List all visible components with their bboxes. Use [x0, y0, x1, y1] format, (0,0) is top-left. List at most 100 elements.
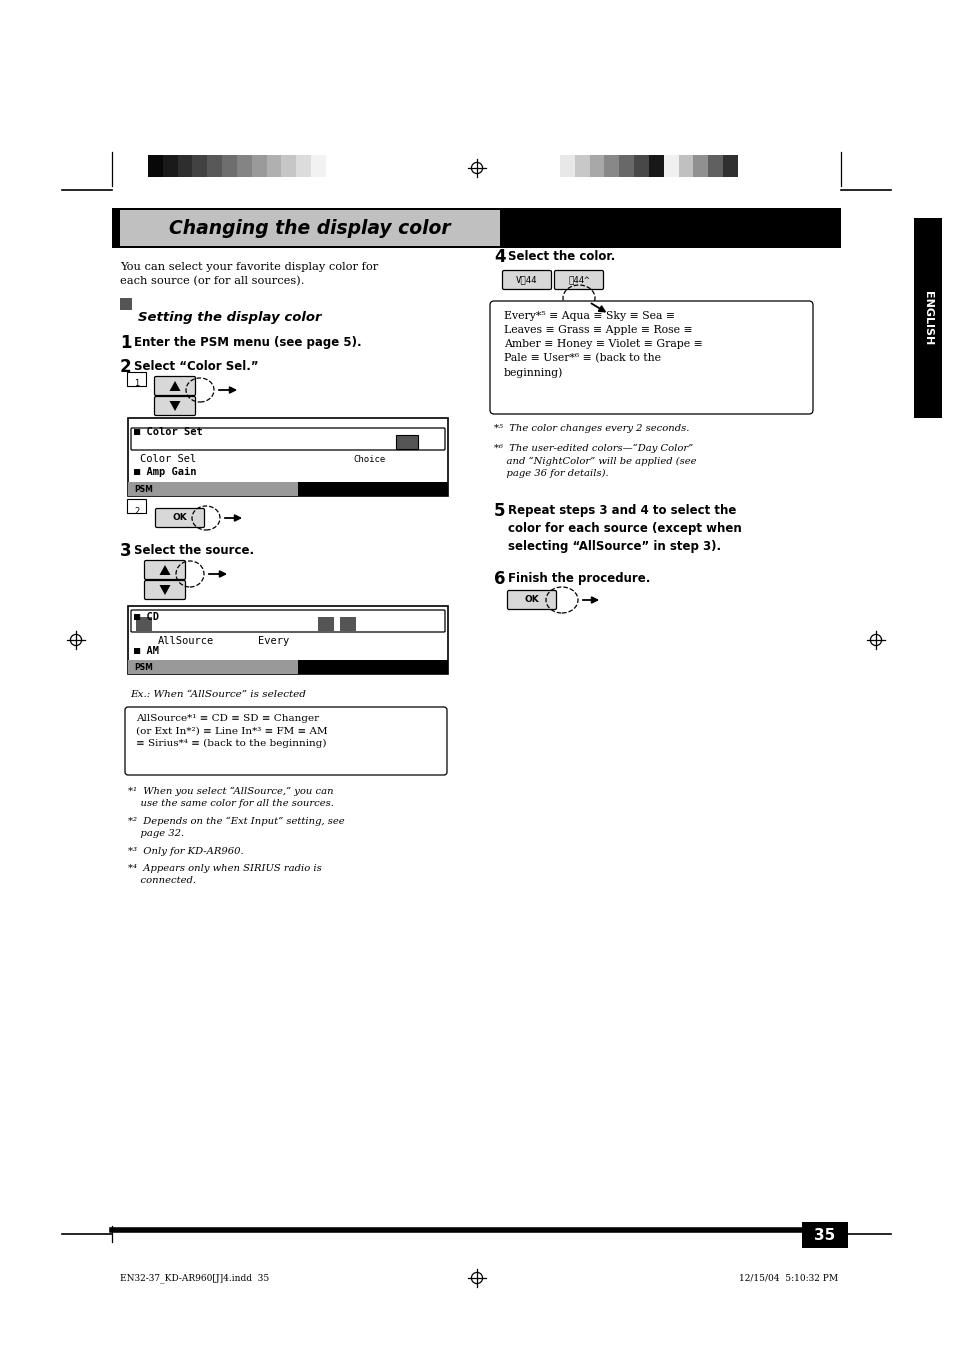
Text: Color Sel: Color Sel: [140, 454, 196, 463]
FancyBboxPatch shape: [502, 270, 551, 289]
Bar: [207, 155, 222, 177]
Polygon shape: [170, 401, 180, 411]
Text: 1: 1: [134, 380, 139, 389]
Bar: [252, 155, 267, 177]
Text: ■ AM: ■ AM: [133, 646, 159, 657]
Bar: [311, 155, 326, 177]
Text: 2: 2: [120, 358, 132, 376]
Bar: [222, 155, 236, 177]
Bar: [678, 155, 693, 177]
Text: AllSource: AllSource: [158, 636, 214, 646]
Text: EN32-37_KD-AR960[J]4.indd  35: EN32-37_KD-AR960[J]4.indd 35: [120, 1273, 269, 1283]
Bar: [604, 155, 618, 177]
FancyBboxPatch shape: [155, 508, 204, 527]
Bar: [267, 155, 281, 177]
Bar: [722, 155, 738, 177]
Text: Every*⁵ ≡ Aqua ≡ Sky ≡ Sea ≡
Leaves ≡ Grass ≡ Apple ≡ Rose ≡
Amber ≡ Honey ≡ Vio: Every*⁵ ≡ Aqua ≡ Sky ≡ Sea ≡ Leaves ≡ Gr…: [503, 311, 702, 378]
Text: OK: OK: [524, 596, 538, 604]
Bar: [281, 155, 296, 177]
Text: PSM: PSM: [133, 662, 152, 671]
Text: ᑄ44^: ᑄ44^: [568, 276, 589, 285]
Text: Changing the display color: Changing the display color: [169, 219, 451, 238]
Bar: [395, 435, 417, 449]
FancyBboxPatch shape: [154, 377, 195, 396]
Text: Select the color.: Select the color.: [507, 250, 615, 263]
Bar: [128, 661, 297, 674]
Text: ◄: ◄: [142, 634, 146, 643]
Bar: [297, 482, 448, 496]
Text: OK: OK: [403, 454, 411, 458]
Text: You can select your favorite display color for
each source (or for all sources).: You can select your favorite display col…: [120, 262, 377, 286]
Bar: [148, 155, 163, 177]
Bar: [193, 155, 207, 177]
Text: AllSource*¹ ≡ CD ≡ SD ≡ Changer
(or Ext In*²) ≡ Line In*³ ≡ FM ≡ AM
≡ Sirius*⁴ ≡: AllSource*¹ ≡ CD ≡ SD ≡ Changer (or Ext …: [136, 713, 327, 748]
Text: *⁶  The user-edited colors—“Day Color”
    and “NightColor” will be applied (see: *⁶ The user-edited colors—“Day Color” an…: [494, 444, 696, 478]
Bar: [663, 155, 678, 177]
Bar: [297, 661, 448, 674]
Text: Finish the procedure.: Finish the procedure.: [507, 571, 650, 585]
FancyBboxPatch shape: [507, 590, 556, 609]
Text: ENGLISH: ENGLISH: [923, 290, 932, 345]
Text: 3: 3: [120, 542, 132, 561]
FancyBboxPatch shape: [131, 611, 444, 632]
Bar: [112, 208, 841, 249]
Bar: [707, 155, 722, 177]
Bar: [236, 155, 252, 177]
FancyBboxPatch shape: [490, 301, 812, 413]
Bar: [693, 155, 707, 177]
Bar: [128, 417, 448, 496]
Text: ■ Amp Gain: ■ Amp Gain: [133, 467, 196, 477]
Bar: [618, 155, 634, 177]
FancyBboxPatch shape: [144, 561, 185, 580]
Text: *⁴  Appears only when SIRIUS radio is
    connected.: *⁴ Appears only when SIRIUS radio is con…: [128, 865, 321, 885]
Text: Choice: Choice: [353, 454, 385, 463]
Text: ►: ►: [345, 634, 350, 643]
Text: 5: 5: [494, 503, 505, 520]
FancyBboxPatch shape: [154, 396, 195, 416]
Text: Ex.: When “AllSource” is selected: Ex.: When “AllSource” is selected: [130, 690, 306, 698]
Bar: [913, 218, 941, 417]
FancyBboxPatch shape: [125, 707, 447, 775]
Text: 1: 1: [120, 334, 132, 353]
FancyBboxPatch shape: [554, 270, 603, 289]
Bar: [163, 155, 177, 177]
Text: ■ Color Set: ■ Color Set: [133, 427, 203, 436]
Bar: [801, 1223, 847, 1248]
Bar: [128, 607, 448, 674]
Text: Select the source.: Select the source.: [133, 544, 253, 557]
Bar: [120, 209, 499, 246]
Polygon shape: [159, 585, 171, 594]
Polygon shape: [170, 381, 180, 390]
Polygon shape: [159, 565, 171, 576]
FancyBboxPatch shape: [128, 372, 147, 385]
Bar: [296, 155, 311, 177]
Text: Vᑄ44: Vᑄ44: [516, 276, 537, 285]
Bar: [317, 617, 334, 631]
Text: Select “Color Sel.”: Select “Color Sel.”: [133, 359, 258, 373]
Text: *⁵  The color changes every 2 seconds.: *⁵ The color changes every 2 seconds.: [494, 424, 689, 434]
FancyBboxPatch shape: [128, 499, 147, 512]
Bar: [575, 155, 589, 177]
Text: 12/15/04  5:10:32 PM: 12/15/04 5:10:32 PM: [739, 1274, 837, 1282]
Bar: [559, 155, 575, 177]
Text: ►: ►: [323, 634, 328, 643]
FancyBboxPatch shape: [144, 581, 185, 600]
Bar: [648, 155, 663, 177]
Bar: [634, 155, 648, 177]
Text: OK: OK: [172, 513, 187, 523]
Bar: [339, 617, 355, 631]
Text: Repeat steps 3 and 4 to select the
color for each source (except when
selecting : Repeat steps 3 and 4 to select the color…: [507, 504, 741, 553]
Text: 6: 6: [494, 570, 505, 588]
Text: *³  Only for KD-AR960.: *³ Only for KD-AR960.: [128, 847, 243, 857]
Bar: [128, 482, 297, 496]
Text: Setting the display color: Setting the display color: [138, 311, 321, 324]
Text: Every: Every: [257, 636, 289, 646]
Text: Enter the PSM menu (see page 5).: Enter the PSM menu (see page 5).: [133, 336, 361, 349]
Bar: [589, 155, 604, 177]
Bar: [177, 155, 193, 177]
Text: 4: 4: [494, 249, 505, 266]
Bar: [120, 299, 132, 309]
Text: 2: 2: [134, 507, 139, 516]
Text: 35: 35: [814, 1228, 835, 1243]
Text: *²  Depends on the “Ext Input” setting, see
    page 32.: *² Depends on the “Ext Input” setting, s…: [128, 817, 344, 839]
